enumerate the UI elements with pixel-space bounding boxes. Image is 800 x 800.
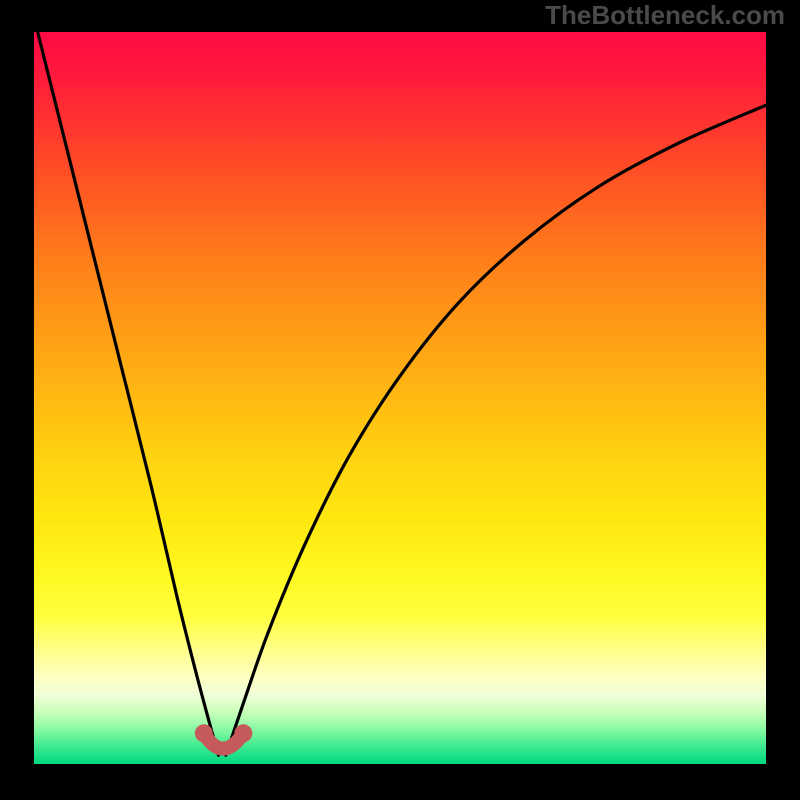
watermark: TheBottleneck.com	[545, 0, 785, 30]
heatmap-background	[34, 32, 766, 764]
bottleneck-chart: TheBottleneck.com	[0, 0, 800, 800]
marker-point-left	[195, 724, 213, 742]
marker-point-right	[234, 724, 252, 742]
